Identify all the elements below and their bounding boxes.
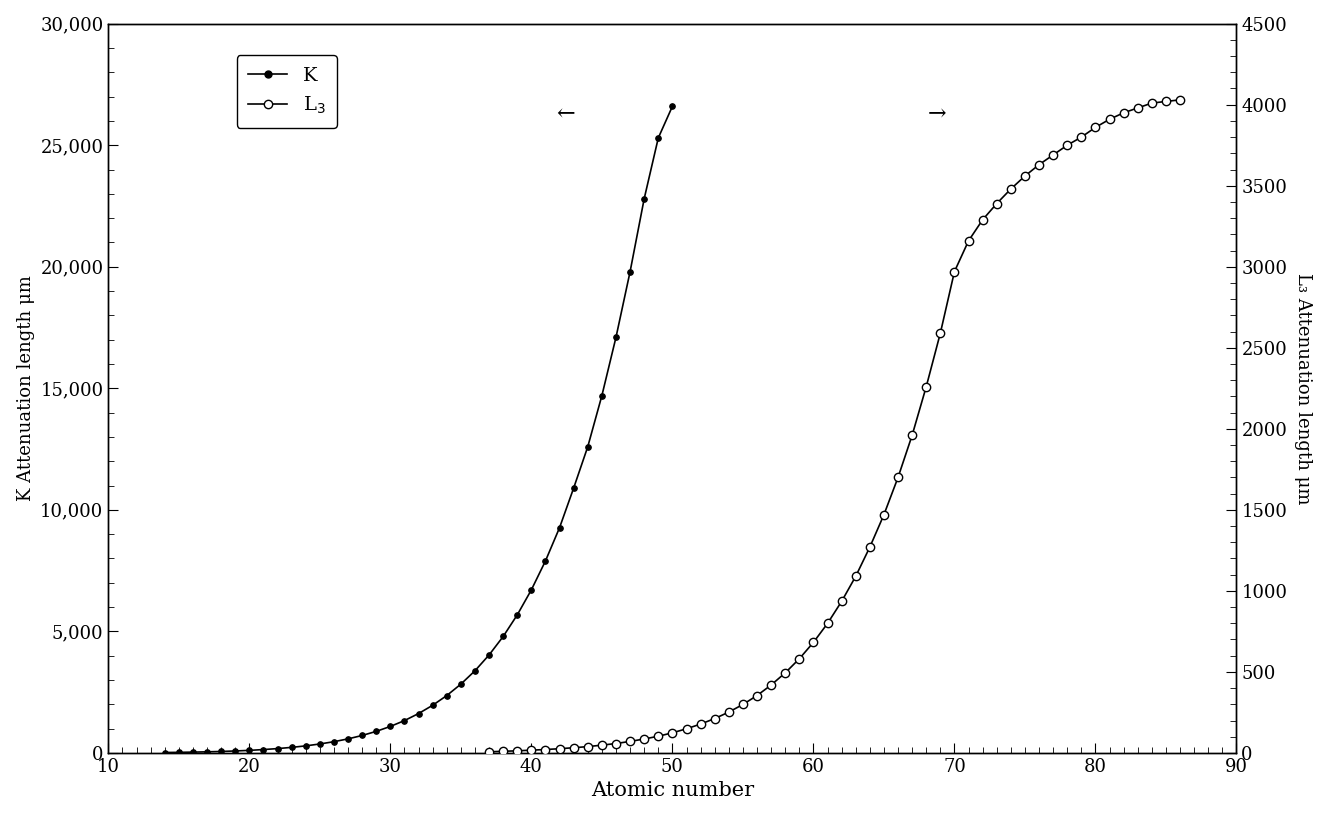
- K: [481, 650, 497, 660]
- L$_3$: [1074, 132, 1090, 142]
- K: [171, 748, 187, 757]
- L$_3$: [637, 734, 653, 744]
- L$_3$: [946, 266, 962, 276]
- L$_3$: [735, 699, 751, 709]
- L$_3$: [524, 745, 540, 755]
- L$_3$: [777, 668, 793, 678]
- L$_3$: [876, 510, 892, 520]
- L$_3$: [552, 743, 567, 753]
- K: [283, 743, 299, 752]
- K: [312, 739, 328, 749]
- K: [242, 745, 258, 755]
- K: [355, 730, 371, 740]
- K: [552, 523, 567, 533]
- L$_3$: [1130, 103, 1146, 113]
- L$_3$: [1045, 150, 1061, 160]
- K: [185, 748, 201, 757]
- L$_3$: [1158, 96, 1174, 106]
- K: [496, 632, 512, 641]
- L$_3$: [1059, 141, 1075, 150]
- K: [579, 442, 595, 452]
- Y-axis label: K Attenuation length μm: K Attenuation length μm: [17, 275, 35, 501]
- K: [509, 610, 525, 620]
- K: [524, 585, 540, 595]
- K: [664, 101, 680, 111]
- L$_3$: [750, 690, 766, 700]
- K: [411, 708, 427, 718]
- L$_3$: [594, 740, 610, 750]
- K: [270, 743, 286, 753]
- L$_3$: [904, 431, 920, 440]
- Line: K: K: [162, 104, 675, 755]
- L$_3$: [820, 618, 836, 628]
- K: [199, 747, 215, 757]
- L$_3$: [720, 708, 736, 717]
- L$_3$: [1087, 123, 1103, 132]
- Legend: K, L$_3$: K, L$_3$: [237, 56, 338, 127]
- L$_3$: [679, 724, 695, 734]
- Text: →: →: [928, 104, 946, 126]
- L$_3$: [496, 747, 512, 757]
- L$_3$: [481, 747, 497, 757]
- Text: ←: ←: [556, 104, 574, 126]
- L$_3$: [833, 596, 849, 606]
- K: [298, 741, 314, 751]
- L$_3$: [961, 236, 977, 246]
- K: [609, 333, 625, 342]
- L$_3$: [622, 736, 638, 746]
- L$_3$: [537, 744, 553, 754]
- X-axis label: Atomic number: Atomic number: [591, 781, 754, 801]
- K: [383, 721, 399, 731]
- L$_3$: [664, 728, 680, 738]
- K: [368, 726, 384, 736]
- L$_3$: [509, 746, 525, 756]
- K: [622, 266, 638, 276]
- L$_3$: [763, 680, 779, 690]
- Line: L$_3$: L$_3$: [485, 96, 1184, 756]
- L$_3$: [707, 714, 723, 724]
- L$_3$: [1102, 114, 1118, 124]
- Y-axis label: L₃ Attenuation length μm: L₃ Attenuation length μm: [1294, 273, 1312, 504]
- K: [650, 133, 666, 143]
- K: [157, 748, 173, 757]
- L$_3$: [989, 199, 1005, 208]
- K: [227, 746, 243, 756]
- L$_3$: [974, 215, 990, 225]
- K: [425, 700, 441, 710]
- K: [326, 737, 342, 747]
- L$_3$: [933, 328, 949, 338]
- L$_3$: [1144, 98, 1160, 108]
- K: [637, 194, 653, 203]
- L$_3$: [1017, 171, 1033, 181]
- K: [396, 716, 412, 725]
- L$_3$: [918, 382, 934, 391]
- L$_3$: [1115, 108, 1131, 118]
- L$_3$: [791, 654, 807, 663]
- K: [340, 734, 356, 743]
- L$_3$: [566, 743, 582, 752]
- L$_3$: [650, 731, 666, 741]
- K: [466, 666, 482, 676]
- L$_3$: [1172, 95, 1188, 105]
- L$_3$: [890, 472, 906, 482]
- K: [594, 391, 610, 400]
- L$_3$: [805, 637, 821, 647]
- L$_3$: [692, 719, 708, 729]
- K: [255, 744, 271, 754]
- K: [566, 483, 582, 493]
- K: [439, 690, 455, 700]
- L$_3$: [848, 571, 864, 581]
- K: [213, 747, 229, 757]
- L$_3$: [1031, 160, 1047, 170]
- K: [537, 556, 553, 566]
- L$_3$: [861, 542, 877, 552]
- L$_3$: [579, 742, 595, 752]
- K: [453, 679, 469, 689]
- L$_3$: [609, 739, 625, 748]
- L$_3$: [1003, 184, 1019, 194]
